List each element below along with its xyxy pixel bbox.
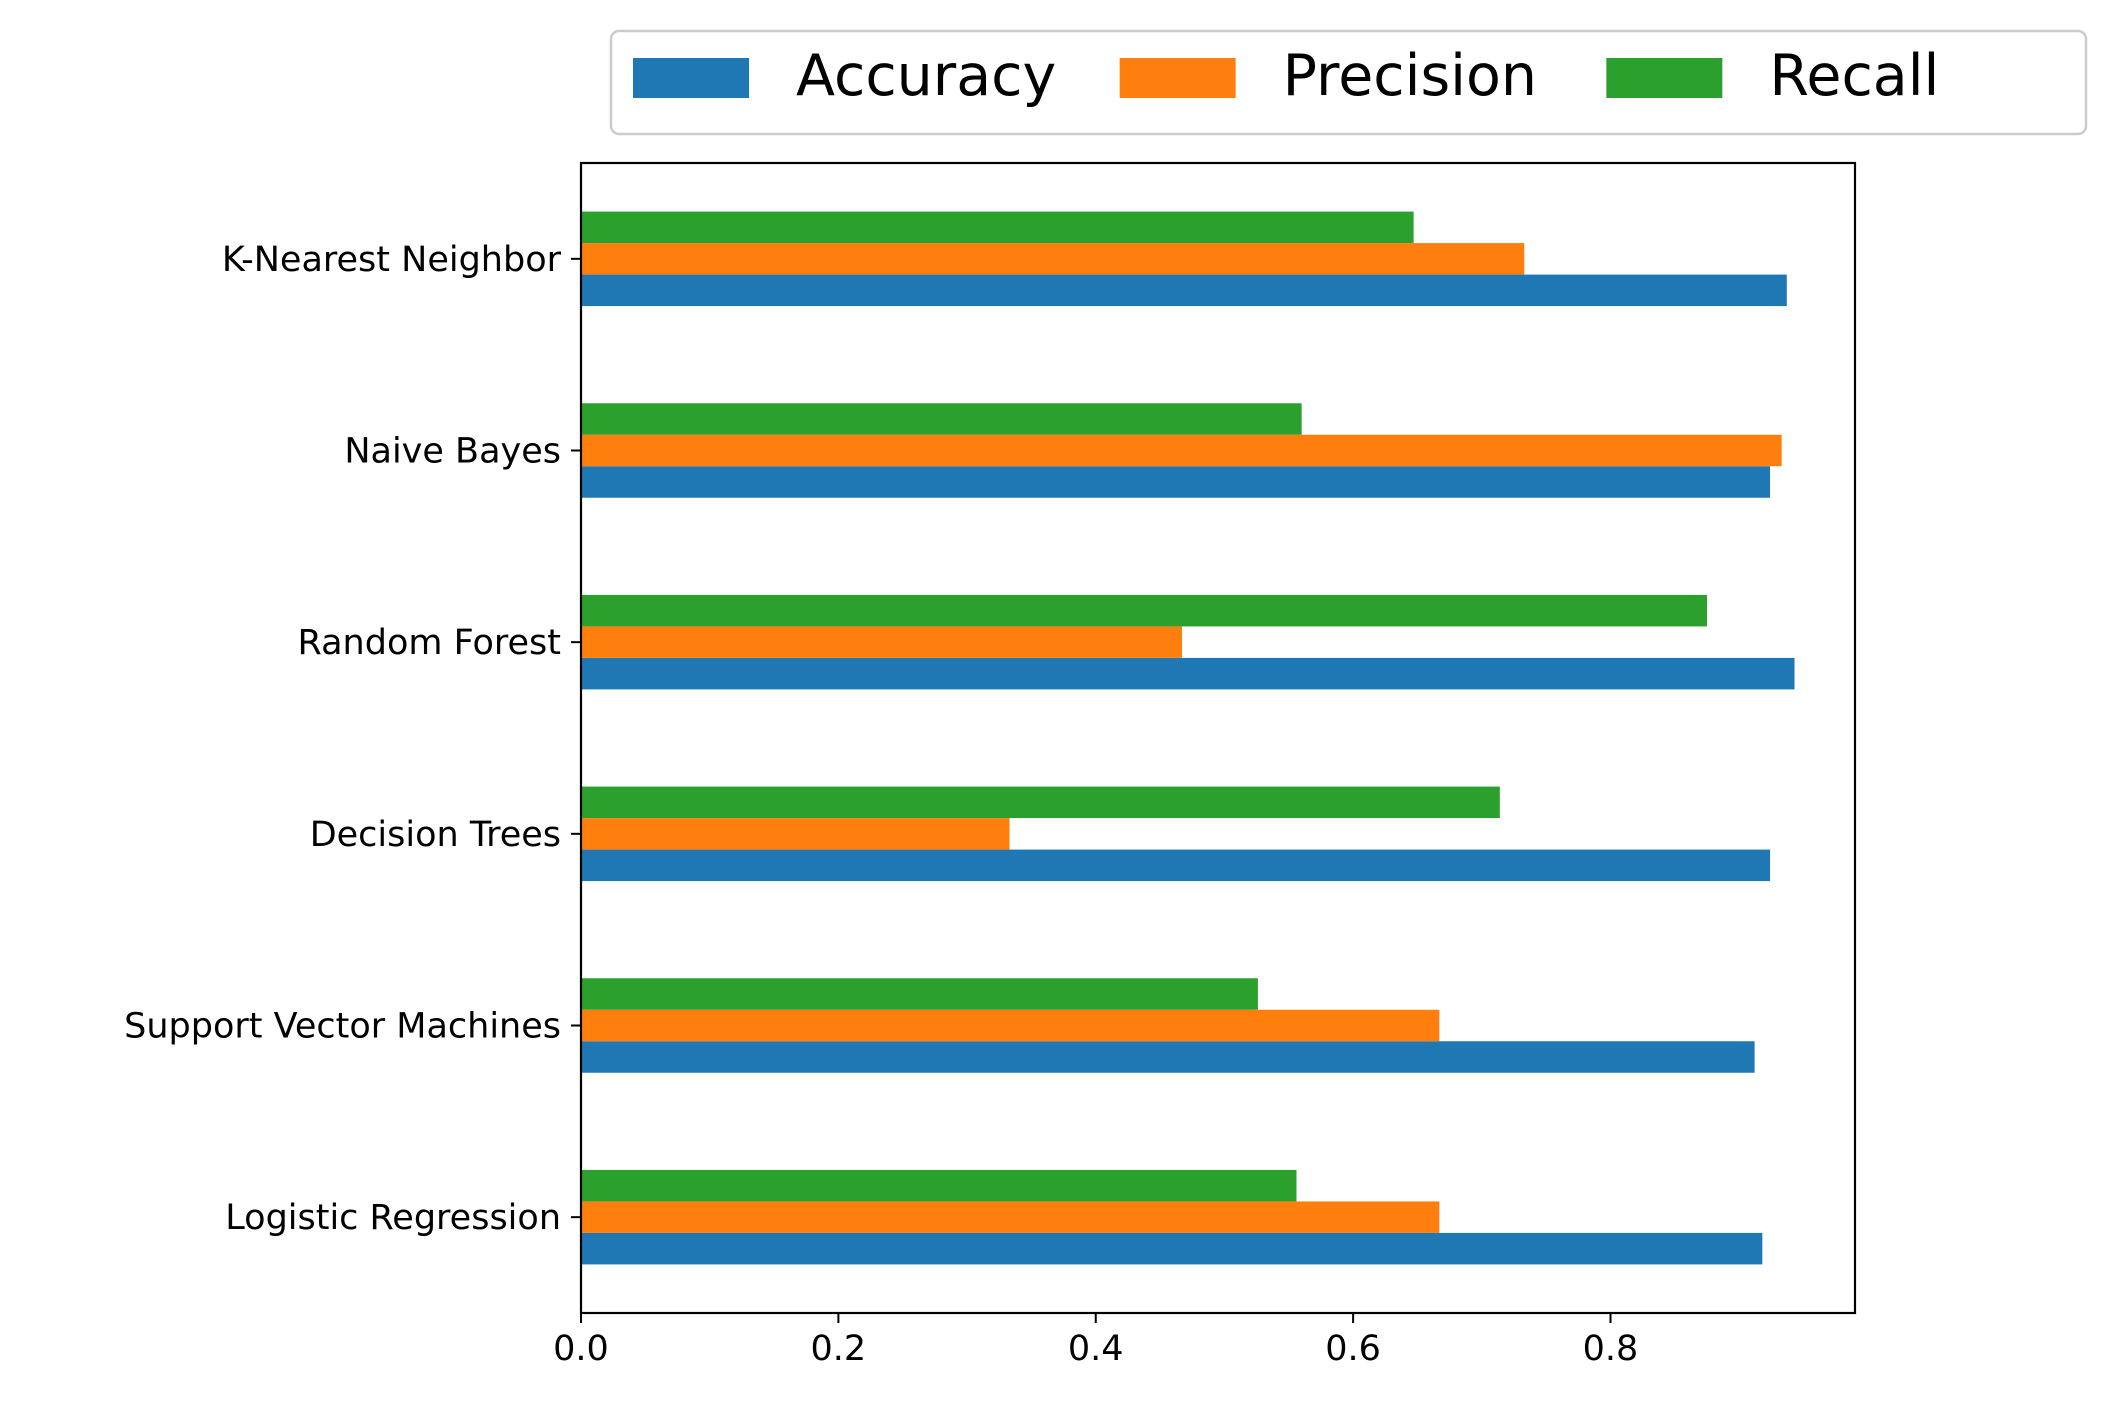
legend-box <box>609 29 2088 136</box>
bar-precision-k-nearest-neighbor <box>581 243 1525 275</box>
legend-label-recall: Recall <box>1769 43 1939 109</box>
bar-precision-decision-trees <box>581 818 1010 850</box>
y-tick-label-logistic-regression: Logistic Regression <box>225 1198 561 1238</box>
x-tick-label-0-4: 0.4 <box>1068 1329 1124 1369</box>
legend-swatch-recall <box>1606 58 1723 98</box>
bar-precision-logistic-regression <box>581 1201 1440 1233</box>
y-tick-label-decision-trees: Decision Trees <box>310 815 561 855</box>
legend-swatch-precision <box>1119 58 1236 98</box>
x-axis: 0.0 0.2 0.4 0.6 0.8 <box>553 1313 1638 1369</box>
x-tick-label-0-8: 0.8 <box>1583 1329 1639 1369</box>
bar-recall-support-vector-machines <box>581 978 1258 1010</box>
bar-accuracy-k-nearest-neighbor <box>581 274 1787 307</box>
legend-label-precision: Precision <box>1283 43 1537 109</box>
bar-recall-random-forest <box>581 594 1708 627</box>
bar-accuracy-random-forest <box>581 657 1795 690</box>
plot-frame <box>579 161 1857 1315</box>
y-tick-label-naive-bayes: Naive Bayes <box>344 432 561 472</box>
legend-swatch-accuracy <box>633 58 749 98</box>
bar-recall-decision-trees <box>581 786 1500 819</box>
legend-label-accuracy: Accuracy <box>796 43 1056 109</box>
bar-accuracy-naive-bayes <box>581 466 1771 498</box>
bar-precision-support-vector-machines <box>581 1009 1440 1042</box>
bar-recall-logistic-regression <box>581 1169 1297 1202</box>
bar-precision-naive-bayes <box>581 434 1782 467</box>
y-tick-label-random-forest: Random Forest <box>298 623 561 663</box>
bar-recall-naive-bayes <box>581 403 1302 435</box>
bar-accuracy-logistic-regression <box>581 1232 1763 1265</box>
legend: Accuracy Precision Recall <box>609 29 2088 136</box>
bar-precision-random-forest <box>581 626 1182 658</box>
bar-recall-k-nearest-neighbor <box>581 211 1414 244</box>
x-tick-label-0-2: 0.2 <box>811 1329 867 1369</box>
bar-accuracy-support-vector-machines <box>581 1041 1755 1073</box>
bar-accuracy-decision-trees <box>581 849 1771 882</box>
y-tick-label-support-vector-machines: Support Vector Machines <box>124 1007 561 1047</box>
x-tick-label-0-6: 0.6 <box>1325 1329 1381 1369</box>
x-tick-label-0-0: 0.0 <box>553 1329 609 1369</box>
bars-layer <box>581 211 1795 1265</box>
y-axis: Logistic Regression Support Vector Machin… <box>124 240 581 1238</box>
y-tick-label-k-nearest-neighbor: K-Nearest Neighbor <box>222 240 562 280</box>
